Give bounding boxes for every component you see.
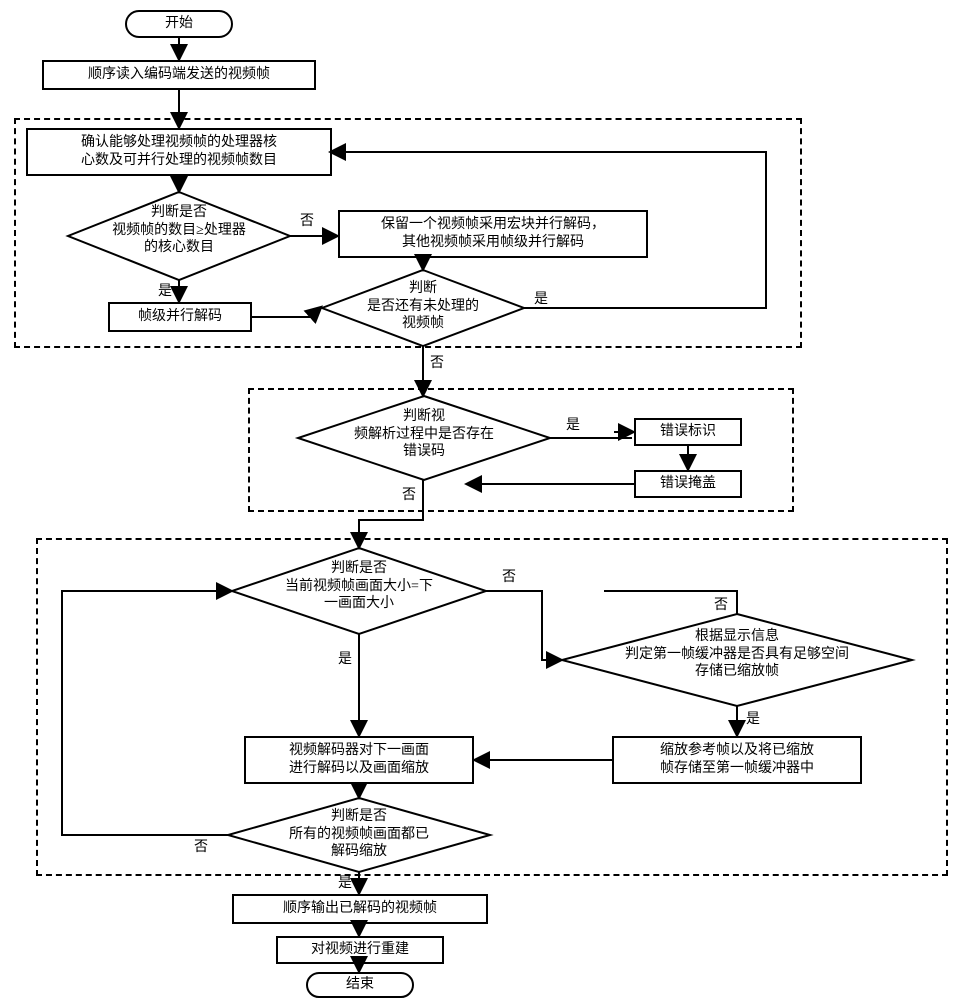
label-size-no: 否	[502, 566, 516, 586]
label-buf-no: 否	[714, 594, 728, 614]
label-err-yes: 是	[566, 414, 580, 434]
frame-decode-process: 帧级并行解码	[108, 302, 252, 332]
rebuild-text: 对视频进行重建	[311, 941, 409, 959]
label-size-yes: 是	[338, 648, 352, 668]
store-scale-process: 缩放参考帧以及将已缩放 帧存储至第一帧缓冲器中	[612, 736, 862, 784]
confirm-text: 确认能够处理视频帧的处理器核 心数及可并行处理的视频帧数目	[81, 134, 277, 170]
label-all-yes: 是	[338, 872, 352, 892]
end-text: 结束	[346, 976, 374, 994]
diamond-buf-text: 根据显示信息 判定第一帧缓冲器是否具有足够空间 存储已缩放帧	[562, 628, 912, 681]
label-cores-no: 否	[300, 210, 314, 230]
start-text: 开始	[165, 15, 193, 33]
diamond-all-text: 判断是否 所有的视频帧画面都已 解码缩放	[228, 808, 490, 861]
label-unproc-no: 否	[430, 352, 444, 372]
rebuild-process: 对视频进行重建	[276, 936, 444, 964]
keep-one-text: 保留一个视频帧采用宏块并行解码， 其他视频帧采用帧级并行解码	[381, 216, 605, 252]
start-terminal: 开始	[125, 10, 233, 38]
output-process: 顺序输出已解码的视频帧	[232, 894, 488, 924]
decode-scale-text: 视频解码器对下一画面 进行解码以及画面缩放	[289, 742, 429, 778]
read-process: 顺序读入编码端发送的视频帧	[42, 60, 316, 90]
diamond-err-text: 判断视 频解析过程中是否存在 错误码	[298, 408, 550, 461]
label-buf-yes: 是	[746, 708, 760, 728]
store-scale-text: 缩放参考帧以及将已缩放 帧存储至第一帧缓冲器中	[660, 742, 814, 778]
frame-decode-text: 帧级并行解码	[138, 308, 222, 326]
label-all-no: 否	[194, 836, 208, 856]
read-text: 顺序读入编码端发送的视频帧	[88, 66, 270, 84]
diamond-unproc-text: 判断 是否还有未处理的 视频帧	[322, 280, 524, 333]
diamond-cores-text: 判断是否 视频帧的数目≥处理器 的核心数目	[68, 204, 290, 257]
end-terminal: 结束	[306, 972, 414, 998]
confirm-process: 确认能够处理视频帧的处理器核 心数及可并行处理的视频帧数目	[26, 128, 332, 176]
keep-one-process: 保留一个视频帧采用宏块并行解码， 其他视频帧采用帧级并行解码	[338, 210, 648, 258]
err-mask-text: 错误掩盖	[660, 475, 716, 493]
err-mask-process: 错误掩盖	[634, 470, 742, 498]
label-unproc-yes: 是	[534, 288, 548, 308]
decode-scale-process: 视频解码器对下一画面 进行解码以及画面缩放	[244, 736, 474, 784]
label-err-no: 否	[402, 484, 416, 504]
output-text: 顺序输出已解码的视频帧	[283, 900, 437, 918]
label-cores-yes: 是	[158, 280, 172, 300]
region-bottom	[36, 538, 948, 876]
err-flag-process: 错误标识	[634, 418, 742, 446]
diamond-size-text: 判断是否 当前视频帧画面大小=下 一画面大小	[232, 560, 486, 613]
err-flag-text: 错误标识	[660, 423, 716, 441]
